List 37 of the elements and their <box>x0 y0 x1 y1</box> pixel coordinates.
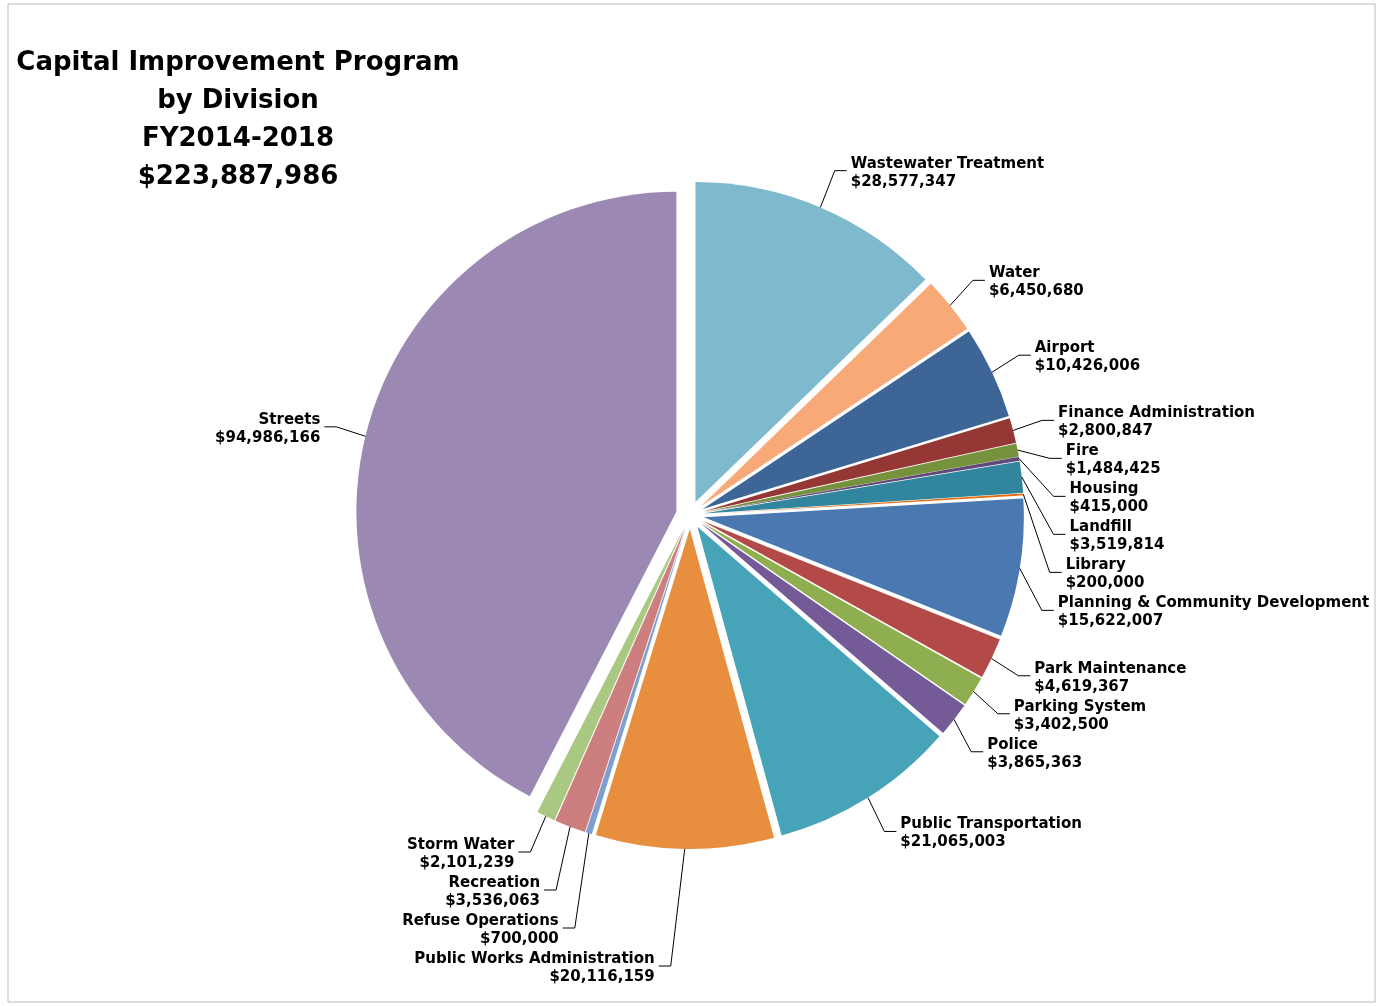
data-label: $415,000 <box>1069 497 1149 516</box>
slice-label: Storm Water <box>407 835 516 853</box>
data-label: $15,622,007 <box>1057 611 1164 630</box>
data-label: $94,986,166 <box>215 427 321 446</box>
slice-label: Water <box>988 263 1041 282</box>
data-label: $1,484,425 <box>1065 459 1161 478</box>
slice-label: Library <box>1065 555 1126 574</box>
data-label: $21,065,003 <box>900 832 1006 851</box>
data-label: $700,000 <box>480 929 559 947</box>
slice-label: Parking System <box>1013 696 1147 715</box>
data-label: $2,800,847 <box>1058 421 1153 440</box>
data-label: $2,101,239 <box>419 853 515 871</box>
slice-label: Finance Administration <box>1058 403 1256 422</box>
data-label: $20,116,159 <box>549 967 655 985</box>
slice-label: Housing <box>1069 479 1139 498</box>
slice-label: Recreation <box>448 873 541 891</box>
data-label: $6,450,680 <box>988 281 1084 300</box>
slice-label: Public Transportation <box>900 814 1082 833</box>
slice-label: Airport <box>1034 338 1095 357</box>
slice-label: Wastewater Treatment <box>850 153 1045 172</box>
data-label: $3,402,500 <box>1013 714 1109 733</box>
data-label: $28,577,347 <box>850 171 957 190</box>
slice-label: Public Works Administration <box>414 949 655 967</box>
data-label: $3,519,814 <box>1069 535 1165 554</box>
slice-label: Refuse Operations <box>402 911 559 929</box>
slice-label: Streets <box>258 409 321 428</box>
chart-title: Capital Improvement Program by Division FY2014-2018 $223,887,986 <box>16 46 460 190</box>
data-label: $10,426,006 <box>1034 356 1141 375</box>
slice-label: Fire <box>1065 441 1099 460</box>
slice-label: Park Maintenance <box>1034 658 1187 677</box>
slice-label: Landfill <box>1069 517 1133 536</box>
slice-label: Planning & Community Development <box>1057 593 1370 612</box>
slice-label: Police <box>987 734 1038 753</box>
data-label: $200,000 <box>1065 573 1145 592</box>
data-label: $3,536,063 <box>445 891 541 909</box>
data-label: $3,865,363 <box>987 752 1083 771</box>
data-label: $4,619,367 <box>1034 676 1130 695</box>
